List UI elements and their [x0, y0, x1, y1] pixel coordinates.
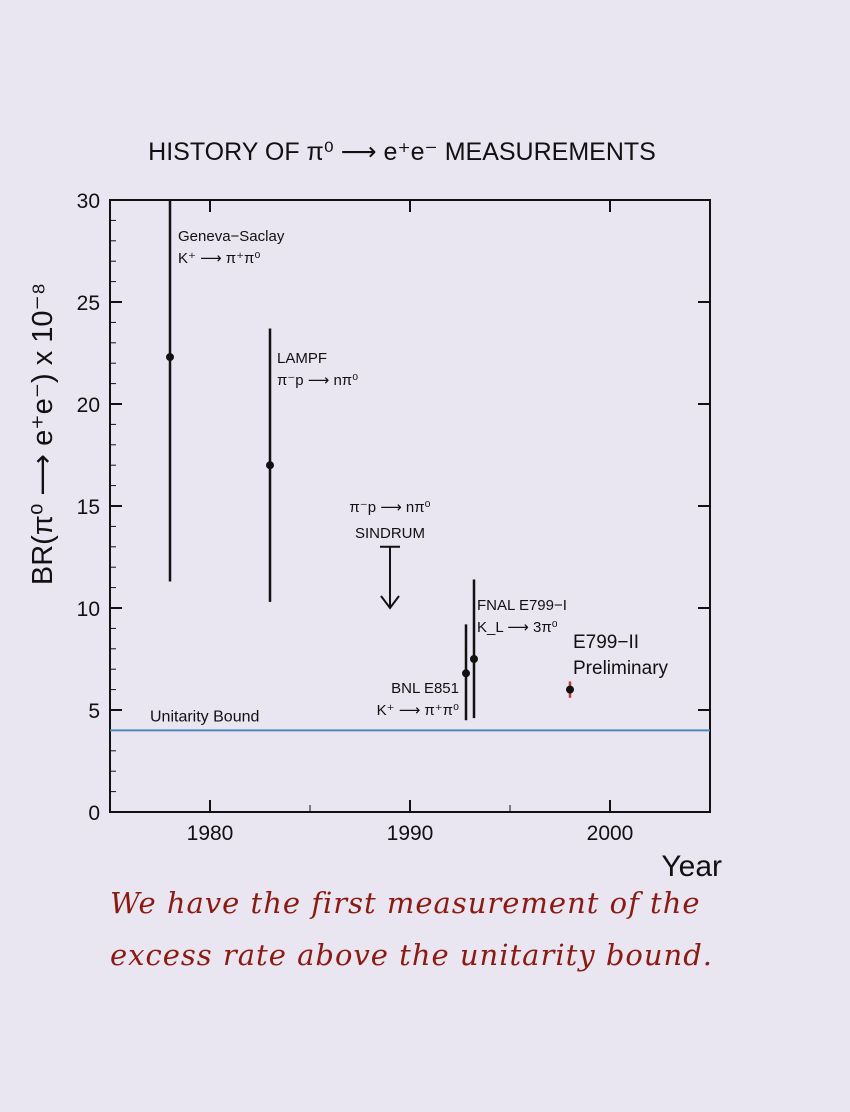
- upper-limit-label: π⁻p ⟶ nπ⁰: [349, 499, 430, 516]
- data-point-label: Preliminary: [573, 658, 669, 679]
- handwritten-note-line-1: We have the first measurement of the: [110, 886, 701, 920]
- data-point-label: E799−II: [573, 632, 639, 653]
- data-point: [470, 655, 478, 663]
- upper-limit-label: SINDRUM: [355, 525, 425, 542]
- data-point-label: LAMPF: [277, 350, 327, 367]
- handwritten-note-line-2: excess rate above the unitarity bound.: [110, 938, 714, 972]
- x-tick-label: 2000: [587, 822, 634, 845]
- unitarity-bound-label: Unitarity Bound: [150, 708, 259, 725]
- data-point-label: FNAL E799−I: [477, 597, 567, 614]
- data-point: [566, 685, 574, 694]
- data-point: [266, 461, 274, 470]
- data-point-label: BNL E851: [391, 680, 459, 697]
- x-axis-label: Year: [661, 850, 722, 883]
- y-tick-label: 15: [77, 496, 100, 519]
- x-tick-label: 1990: [387, 822, 434, 845]
- y-tick-label: 20: [77, 394, 100, 417]
- data-point-label: Geneva−Saclay: [178, 228, 285, 245]
- y-tick-label: 25: [77, 292, 100, 315]
- data-point-label: K_L ⟶ 3π⁰: [477, 619, 558, 636]
- x-tick-label: 1980: [187, 822, 234, 845]
- upper-limit-arrow-head: [380, 595, 400, 610]
- data-point: [462, 669, 470, 678]
- data-point-label: π⁻p ⟶ nπ⁰: [277, 372, 358, 389]
- y-axis-label: BR(π⁰ ⟶ e⁺e⁻) x 10⁻⁸: [27, 283, 59, 585]
- y-tick-label: 5: [88, 700, 100, 723]
- y-tick-label: 10: [77, 598, 100, 621]
- y-tick-label: 30: [77, 190, 100, 213]
- y-tick-label: 0: [88, 802, 100, 825]
- chart-title: HISTORY OF π⁰ ⟶ e⁺e⁻ MEASUREMENTS: [148, 138, 656, 166]
- data-point: [166, 353, 174, 362]
- data-point-label: K⁺ ⟶ π⁺π⁰: [377, 702, 459, 719]
- data-point-label: K⁺ ⟶ π⁺π⁰: [178, 250, 260, 267]
